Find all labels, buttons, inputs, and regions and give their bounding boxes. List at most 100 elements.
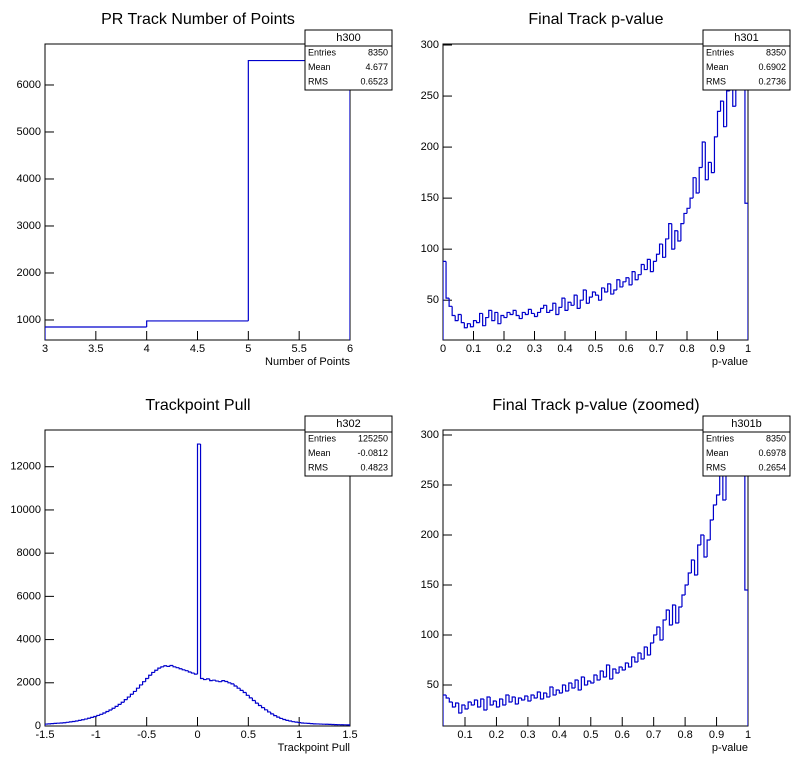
histogram-bin bbox=[681, 594, 686, 607]
histogram-bin bbox=[675, 605, 679, 624]
x-axis-label: Trackpoint Pull bbox=[278, 742, 350, 754]
x-tick-label: 0 bbox=[194, 729, 200, 741]
histogram-bin bbox=[472, 320, 477, 327]
histogram-bin bbox=[615, 669, 620, 674]
stats-value: 0.4823 bbox=[360, 462, 388, 472]
histogram-bin bbox=[680, 223, 684, 241]
histogram-bin bbox=[445, 695, 450, 699]
histogram-bin bbox=[567, 301, 572, 311]
histogram-bin bbox=[460, 314, 465, 324]
histogram-bin bbox=[588, 296, 593, 304]
x-tick-label: 0.7 bbox=[646, 729, 661, 741]
histogram-bin bbox=[457, 313, 462, 321]
histogram-bin bbox=[726, 90, 730, 127]
histogram-bin bbox=[597, 295, 602, 301]
histogram-bin bbox=[483, 699, 488, 711]
stats-value: 8350 bbox=[766, 47, 786, 57]
histogram-bin bbox=[665, 609, 670, 620]
y-tick-label: 150 bbox=[421, 192, 439, 204]
stats-label: RMS bbox=[706, 462, 726, 472]
histogram-bin bbox=[552, 302, 556, 311]
histogram-bin bbox=[494, 311, 498, 321]
histogram-bin bbox=[488, 309, 492, 318]
y-tick-label: 3000 bbox=[17, 220, 41, 232]
x-tick-label: -1.5 bbox=[36, 729, 55, 741]
histogram-bin bbox=[87, 717, 91, 720]
histogram-bin bbox=[527, 696, 532, 702]
y-tick-label: 6000 bbox=[17, 590, 41, 602]
histogram-bin bbox=[479, 312, 483, 323]
stats-value: 0.6902 bbox=[758, 62, 786, 72]
histogram-bin bbox=[668, 223, 672, 239]
histogram-bin bbox=[480, 698, 484, 707]
histogram-bin bbox=[498, 698, 503, 707]
y-tick-label: 6000 bbox=[17, 79, 41, 91]
histogram-bin bbox=[616, 279, 620, 290]
y-tick-label: 4000 bbox=[17, 173, 41, 185]
histogram-bin bbox=[579, 299, 584, 309]
histogram-bin bbox=[517, 697, 522, 704]
histogram-bin bbox=[257, 703, 262, 707]
histogram-bin bbox=[574, 679, 579, 688]
histogram-bin bbox=[521, 311, 526, 319]
histogram-bin bbox=[640, 263, 645, 275]
histogram-bin bbox=[552, 687, 557, 696]
stats-value: 4.677 bbox=[365, 62, 388, 72]
x-tick-label: 1 bbox=[745, 729, 751, 741]
x-tick-label: 0.8 bbox=[679, 343, 694, 355]
stats-title: h301 bbox=[734, 32, 758, 44]
stats-label: Mean bbox=[308, 448, 331, 458]
histogram-bin bbox=[561, 297, 565, 308]
stats-title: h302 bbox=[336, 418, 360, 430]
x-tick-label: 0.4 bbox=[557, 343, 572, 355]
histogram-bin bbox=[719, 100, 724, 112]
histogram-bin bbox=[662, 619, 667, 640]
y-tick-label: 100 bbox=[421, 243, 439, 255]
histogram-bin bbox=[282, 718, 286, 721]
x-tick-label: 0.2 bbox=[496, 343, 511, 355]
histogram-bin bbox=[692, 177, 697, 199]
histogram-bin bbox=[245, 692, 250, 696]
histogram-bin bbox=[684, 584, 689, 595]
histogram-bin bbox=[230, 682, 235, 685]
histogram-bin bbox=[254, 700, 259, 704]
histogram-bin bbox=[196, 443, 201, 675]
histogram-bin bbox=[154, 669, 158, 673]
histogram-bin bbox=[671, 223, 675, 250]
histogram-bin bbox=[640, 653, 645, 660]
histogram-bin bbox=[184, 669, 189, 672]
histogram-bin bbox=[576, 295, 581, 309]
stats-label: Entries bbox=[308, 433, 337, 443]
histogram-bin bbox=[199, 444, 204, 680]
histogram-bin bbox=[549, 309, 553, 313]
histogram-bin bbox=[111, 707, 116, 711]
x-tick-label: 0.5 bbox=[588, 343, 603, 355]
histogram-bin bbox=[126, 696, 131, 700]
chart-title: Final Track p-value (zoomed) bbox=[492, 397, 699, 414]
histogram-bin bbox=[561, 684, 566, 693]
histogram-bin bbox=[233, 683, 238, 687]
histogram-bin bbox=[145, 677, 149, 682]
chart-title: PR Track Number of Points bbox=[101, 11, 295, 28]
histogram-bin bbox=[582, 289, 587, 301]
histogram-bin bbox=[555, 689, 560, 695]
frame bbox=[442, 429, 749, 727]
histogram-bin bbox=[713, 136, 718, 173]
histogram-bin bbox=[628, 277, 633, 286]
histogram-bin bbox=[558, 690, 563, 694]
stats-value: 0.2654 bbox=[758, 462, 786, 472]
histogram-bin bbox=[288, 720, 293, 722]
histogram-bin bbox=[555, 303, 559, 316]
y-tick-label: 200 bbox=[421, 141, 439, 153]
histogram-bin bbox=[678, 606, 682, 623]
histogram-bin bbox=[573, 294, 578, 306]
histogram-bin bbox=[166, 665, 171, 667]
pad: Final Track p-value 0 0.1 0.2 0.3 0.4 0.5 0.6 0.… bbox=[421, 11, 791, 368]
histogram-bin bbox=[248, 695, 253, 699]
histogram-bin bbox=[649, 259, 654, 273]
histogram-bin bbox=[703, 535, 708, 558]
histogram-bin bbox=[643, 264, 648, 271]
histogram-bin bbox=[570, 302, 575, 306]
x-tick-label: 1 bbox=[745, 343, 751, 355]
